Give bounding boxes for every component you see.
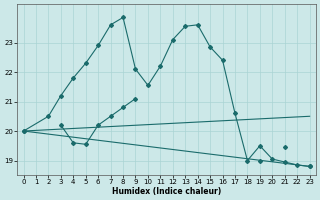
- X-axis label: Humidex (Indice chaleur): Humidex (Indice chaleur): [112, 187, 221, 196]
